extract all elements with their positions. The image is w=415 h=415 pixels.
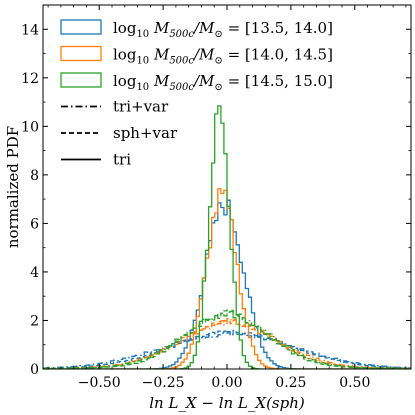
legend-label: log10 M500c/M⊙ = [14.5, 15.0]: [113, 72, 333, 93]
series-dashdot-0: [43, 330, 411, 369]
legend-swatch: [60, 72, 102, 88]
series-solid-2: [43, 199, 411, 369]
legend-swatch: [60, 45, 102, 62]
plot-frame: [42, 4, 412, 370]
series-solid-8: [43, 105, 411, 369]
legend-item: log10 M500c/M⊙ = [13.5, 14.0]: [60, 19, 333, 40]
y-tick-label: 14: [21, 22, 39, 38]
y-tick-label: 0: [30, 362, 39, 378]
y-tick-label: 2: [30, 313, 39, 329]
y-tick-label: 6: [30, 216, 39, 232]
y-axis-label: normalized PDF: [4, 126, 22, 248]
x-tick-label: −0.25: [142, 375, 185, 391]
y-tick-label: 8: [30, 168, 39, 184]
y-tick-label: 4: [30, 265, 39, 281]
series-layer: [43, 105, 411, 369]
x-tick-label: −0.50: [78, 375, 121, 391]
legend-label: tri: [113, 151, 131, 169]
legend-label: sph+var: [113, 124, 178, 142]
series-solid-5: [43, 188, 411, 369]
legend-item: sph+var: [61, 124, 178, 142]
y-tick-label: 10: [21, 119, 39, 135]
x-tick-label: 0.25: [275, 375, 306, 391]
ticks-layer: −0.50 −0.25 0.00 0.25 0.50 0 2 4 6 8 10 12 14: [21, 5, 411, 391]
legend-item: tri+var: [61, 98, 169, 116]
x-axis-label: ln L_X − ln L_X(sph): [149, 394, 305, 412]
legend-label: tri+var: [113, 98, 169, 116]
legend-label: log10 M500c/M⊙ = [14.0, 14.5]: [113, 46, 333, 67]
legend-swatch: [60, 19, 102, 35]
legend-item: log10 M500c/M⊙ = [14.5, 15.0]: [60, 72, 333, 93]
series-dashed-7: [43, 309, 411, 369]
legend-item: log10 M500c/M⊙ = [14.0, 14.5]: [60, 45, 333, 67]
x-tick-label: 0.00: [211, 375, 242, 391]
y-tick-label: 12: [21, 71, 39, 87]
legend-label: log10 M500c/M⊙ = [13.5, 14.0]: [113, 19, 333, 40]
legend: log10 M500c/M⊙ = [13.5, 14.0] log10 M500c…: [60, 19, 333, 169]
legend-item: tri: [61, 151, 131, 169]
x-tick-label: 0.50: [339, 375, 370, 391]
